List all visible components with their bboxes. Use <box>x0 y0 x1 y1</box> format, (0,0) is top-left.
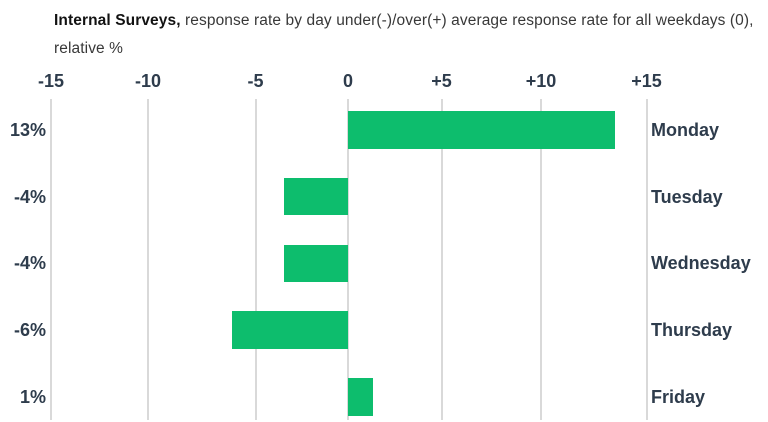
chart-title: Internal Surveys, response rate by day u… <box>54 7 754 63</box>
bar <box>348 111 615 149</box>
axis-tick-label: +10 <box>525 71 557 91</box>
bar <box>283 177 348 216</box>
axis-tick-label: -15 <box>37 71 64 91</box>
bar <box>348 378 374 416</box>
gridline <box>347 99 349 420</box>
category-label: Thursday <box>651 320 733 341</box>
axis-tick-label: -10 <box>134 71 161 91</box>
category-label: Monday <box>651 119 720 140</box>
gridline <box>540 99 542 420</box>
axis-tick-label: 0 <box>342 71 353 91</box>
axis-tick-label: -5 <box>247 71 264 91</box>
bar-value-label: 13% <box>9 119 46 140</box>
axis-tick-label: +15 <box>631 71 662 91</box>
gridline <box>645 99 648 420</box>
gridline <box>440 99 443 420</box>
bar-value-label: -6% <box>13 320 46 341</box>
category-label: Tuesday <box>651 186 723 207</box>
bar-value-label: 1% <box>19 386 46 407</box>
category-label: Wednesday <box>651 253 751 274</box>
bar <box>232 311 348 349</box>
bar-value-label: -4% <box>13 186 46 207</box>
bar-value-label: -4% <box>13 253 46 274</box>
gridline <box>147 99 149 420</box>
gridline <box>50 99 52 420</box>
bar <box>283 244 348 283</box>
axis-tick-label: +5 <box>431 71 452 91</box>
category-label: Friday <box>651 386 706 407</box>
chart-title-bold: Internal Surveys, <box>54 12 181 29</box>
gridline <box>254 99 257 420</box>
chart-title-regular: response rate by day under(-)/over(+) av… <box>54 12 754 57</box>
